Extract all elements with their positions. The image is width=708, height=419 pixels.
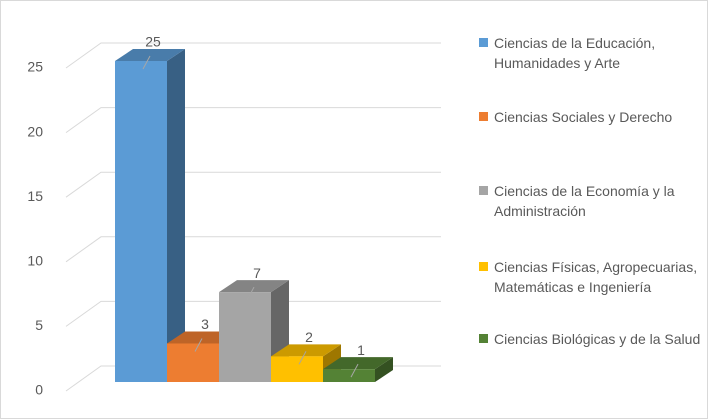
legend-item: Ciencias Biológicas y de la Salud bbox=[479, 329, 701, 349]
bar-side bbox=[375, 357, 393, 382]
y-tick-label: 20 bbox=[27, 123, 43, 139]
label-leader bbox=[246, 286, 255, 301]
bar bbox=[167, 343, 219, 382]
legend-item: Ciencias Físicas, Agropecuarias, Matemát… bbox=[479, 257, 701, 297]
data-label: 25 bbox=[145, 34, 161, 50]
label-leader bbox=[142, 55, 151, 70]
data-label: 7 bbox=[253, 265, 261, 281]
legend-swatch bbox=[479, 334, 488, 343]
grid-line bbox=[65, 42, 441, 69]
label-leader bbox=[298, 351, 307, 365]
legend-item: Ciencias Sociales y Derecho bbox=[479, 107, 701, 127]
y-tick-label: 0 bbox=[35, 382, 43, 398]
legend-swatch bbox=[479, 112, 488, 121]
y-tick-label: 25 bbox=[27, 59, 43, 75]
bar bbox=[219, 292, 271, 382]
bar bbox=[323, 369, 375, 382]
bar-top bbox=[271, 344, 341, 357]
legend-label: Ciencias de la Educación, Humanidades y … bbox=[494, 35, 656, 71]
bar-top bbox=[219, 280, 289, 293]
bar bbox=[271, 356, 323, 382]
bar-side bbox=[167, 49, 185, 382]
grid-line bbox=[65, 107, 441, 134]
bar-top bbox=[323, 357, 393, 370]
y-tick-label: 5 bbox=[35, 317, 43, 333]
grid-line bbox=[65, 171, 441, 198]
legend-label: Ciencias Físicas, Agropecuarias, Matemát… bbox=[494, 259, 698, 295]
data-label: 1 bbox=[357, 342, 365, 358]
legend-item: Ciencias de la Educación, Humanidades y … bbox=[479, 33, 701, 73]
label-leader bbox=[194, 338, 203, 352]
grid-line bbox=[65, 300, 441, 327]
y-tick-label: 10 bbox=[27, 253, 43, 269]
bar bbox=[115, 61, 167, 382]
legend-item: Ciencias de la Economía y la Administrac… bbox=[479, 181, 701, 221]
legend-swatch bbox=[479, 262, 488, 271]
y-tick-label: 15 bbox=[27, 188, 43, 204]
data-label: 2 bbox=[305, 329, 313, 345]
label-leader bbox=[350, 363, 359, 378]
legend-label: Ciencias Biológicas y de la Salud bbox=[494, 331, 701, 347]
legend-label: Ciencias de la Economía y la Administrac… bbox=[494, 183, 675, 219]
legend-swatch bbox=[479, 38, 488, 47]
legend-label: Ciencias Sociales y Derecho bbox=[494, 109, 673, 125]
grid-line bbox=[65, 236, 441, 263]
bar-top bbox=[115, 49, 185, 61]
data-label: 3 bbox=[201, 316, 209, 332]
legend-swatch bbox=[479, 186, 488, 195]
